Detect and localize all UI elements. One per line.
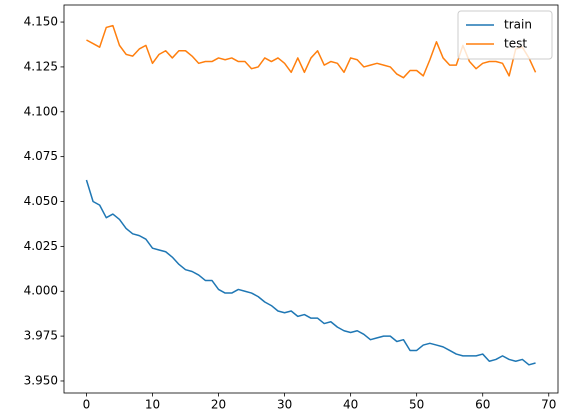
y-tick-label: 4.025 (24, 239, 58, 253)
y-tick-label: 4.050 (24, 194, 58, 208)
y-tick-label: 3.975 (24, 329, 58, 343)
x-tick-label: 70 (541, 398, 556, 412)
series-line (85, 179, 536, 366)
x-tick-label: 50 (409, 398, 424, 412)
y-tick-label: 4.150 (24, 15, 58, 29)
y-tick-label: 4.100 (24, 104, 58, 118)
plot-frame (63, 4, 559, 394)
x-tick-label: 20 (211, 398, 226, 412)
y-tick-label: 4.075 (24, 149, 58, 163)
legend-label: train (504, 18, 532, 32)
y-tick-label: 4.125 (24, 59, 58, 73)
x-tick-label: 10 (145, 398, 160, 412)
legend-box (457, 10, 553, 60)
legend-label: test (504, 37, 527, 51)
x-tick-label: 40 (343, 398, 358, 412)
x-tick-label: 30 (277, 398, 292, 412)
y-tick-label: 4.000 (24, 284, 58, 298)
y-tick-label: 3.950 (24, 373, 58, 387)
x-tick-label: 60 (475, 398, 490, 412)
x-tick-label: 0 (83, 398, 91, 412)
